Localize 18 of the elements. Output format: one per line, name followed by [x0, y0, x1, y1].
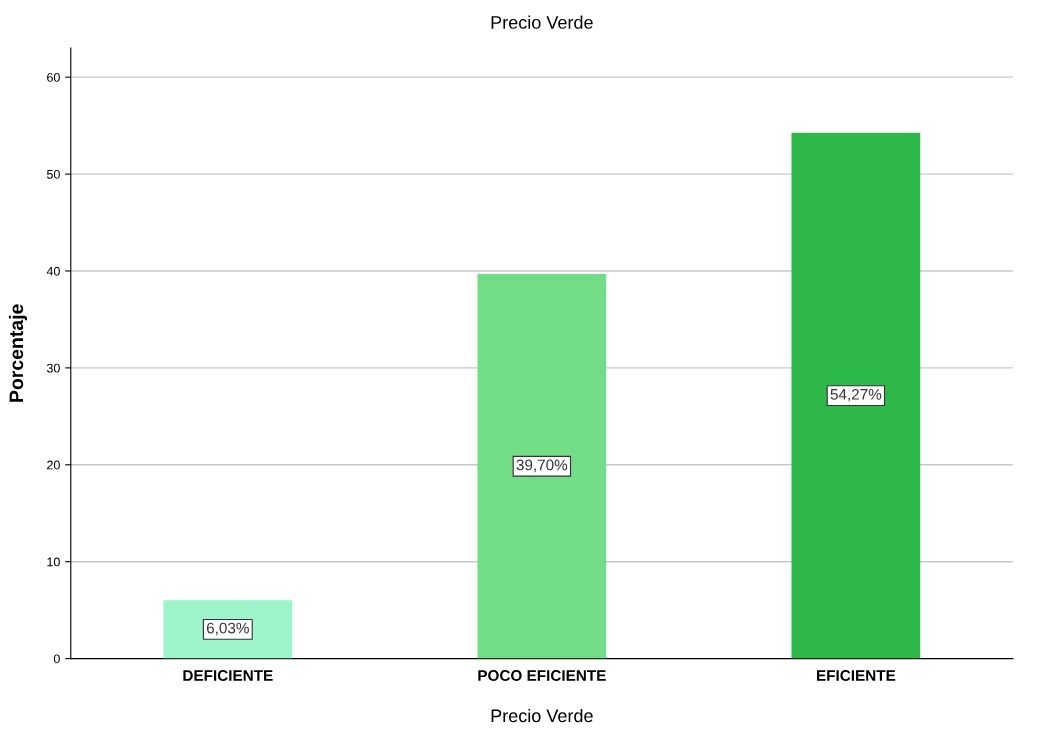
x-tick-label: POCO EFICIENTE — [478, 670, 606, 681]
y-tick-label: 0 — [53, 654, 60, 664]
y-tick-label: 10 — [47, 557, 60, 567]
y-axis-title: Porcentaje — [8, 304, 28, 402]
x-tick-label: DEFICIENTE — [183, 670, 273, 681]
data-label: 6,03% — [206, 622, 249, 636]
y-tick-label: 50 — [46, 169, 60, 179]
x-tick-label: EFICIENTE — [817, 670, 896, 681]
y-tick-label: 20 — [47, 460, 60, 470]
bar — [477, 273, 607, 659]
chart-title: Precio Verde — [491, 15, 593, 29]
data-label: 39,70% — [516, 459, 568, 473]
y-tick-label: 60 — [47, 72, 60, 82]
data-label: 54,27% — [830, 388, 882, 402]
bar — [791, 132, 921, 659]
y-tick-label: 40 — [46, 266, 60, 276]
x-axis-title: Precio Verde — [491, 708, 593, 723]
y-tick-label: 30 — [46, 363, 60, 373]
